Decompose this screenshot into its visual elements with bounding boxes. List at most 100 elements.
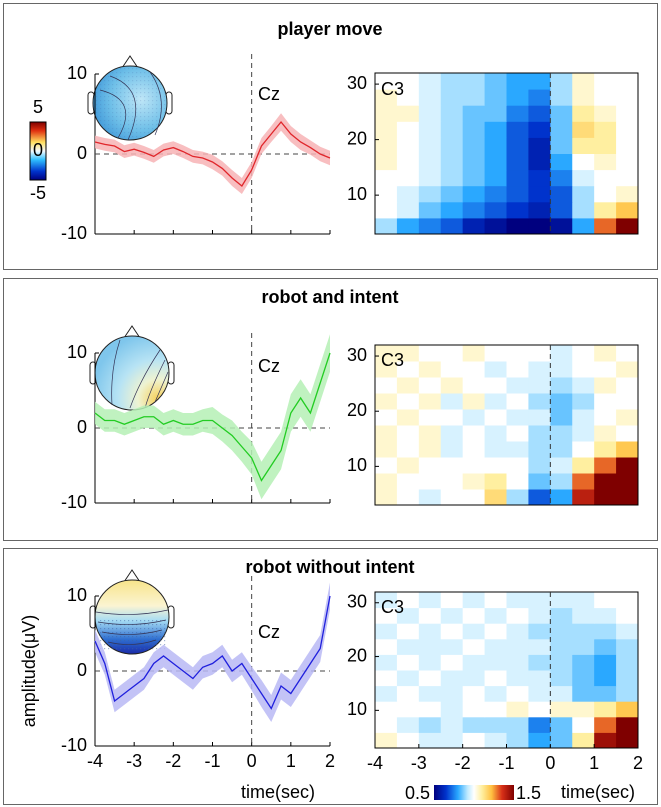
heatmap-cell: [528, 105, 551, 122]
heatmap-cell: [506, 153, 529, 171]
heatmap-cell: [572, 409, 595, 426]
heatmap-cell: [484, 732, 507, 749]
heatmap-cell: [418, 201, 442, 219]
heatmap-cell: [462, 153, 486, 171]
heatmap-cell: [440, 489, 464, 506]
heatmap-cell: [484, 441, 507, 458]
erp-line: [94, 120, 331, 187]
heatmap-cell: [616, 607, 639, 624]
topomap: [89, 325, 175, 411]
heatmap-cell: [418, 473, 442, 490]
heatmap-cell: [396, 607, 420, 624]
heatmap-cell: [550, 638, 573, 655]
heatmap-cell: [572, 217, 595, 235]
heatmap-cell: [440, 638, 464, 655]
x-tick-label: -2: [455, 753, 471, 773]
heatmap-cell: [506, 137, 529, 154]
heatmap-cell: [484, 409, 507, 426]
heatmap-cell: [484, 121, 507, 138]
heatmap-cell: [440, 73, 464, 90]
heatmap-cell: [572, 701, 595, 718]
heatmap-cell: [462, 638, 486, 655]
heatmap-cell: [572, 89, 595, 106]
heatmap-cell: [418, 105, 442, 122]
heatmap-cell: [594, 361, 617, 378]
heatmap-cell: [440, 393, 464, 410]
heatmap-cell: [440, 654, 464, 671]
plot-frame: [374, 72, 639, 235]
heatmap-cell: [484, 670, 507, 687]
y-tick-label: 20: [347, 645, 367, 665]
heatmap-cell: [528, 489, 551, 506]
y-tick-label: -10: [61, 735, 87, 755]
heatmap-cell: [396, 361, 420, 378]
heatmap-cell: [462, 716, 486, 733]
heatmap-cell: [484, 153, 507, 171]
heatmap-cell: [616, 441, 639, 458]
heatmap-cell: [484, 201, 507, 219]
heatmap-cell: [375, 409, 398, 426]
heatmap-cell: [462, 73, 486, 90]
heatmap-cell: [594, 393, 617, 410]
heatmap-cell: [440, 732, 464, 749]
heatmap-cell: [440, 377, 464, 394]
heatmap-cell: [616, 73, 639, 90]
heatmap-cell: [375, 685, 398, 702]
topomaps: [87, 55, 175, 655]
heatmap-cell: [506, 393, 529, 410]
heatmap-cell: [572, 473, 595, 490]
heatmap-cell: [594, 685, 617, 702]
heatmap-cell: [506, 489, 529, 506]
heatmap-cell: [572, 607, 595, 624]
heatmap-cell: [396, 670, 420, 687]
heatmap-cell: [572, 73, 595, 90]
heatmap-cell: [396, 489, 420, 506]
heatmap-cell: [462, 201, 486, 219]
x-tick-label: 2: [325, 751, 335, 771]
heatmap-cell: [572, 592, 595, 609]
heatmap-cell: [375, 716, 398, 733]
heatmap-cell: [550, 607, 573, 624]
heatmap-cell: [396, 473, 420, 490]
x-tick-label: 1: [286, 751, 296, 771]
heatmap-cell: [572, 153, 595, 171]
heatmap-cell: [528, 701, 551, 718]
heatmap-cell: [616, 592, 639, 609]
erp-line: [94, 595, 331, 710]
heatmap-cell: [484, 685, 507, 702]
y-tick-label: 10: [67, 63, 87, 83]
heatmap-cell: [418, 345, 442, 362]
heatmap-cell: [572, 638, 595, 655]
heatmap-cell: [528, 185, 551, 203]
heatmap-cell: [506, 623, 529, 640]
heatmap-cell: [594, 137, 617, 154]
heatmap-cell: [375, 345, 398, 362]
heatmap-cell: [594, 670, 617, 687]
heatmap-cell: [418, 169, 442, 187]
heatmap-cell: [528, 345, 551, 362]
heatmap-cell: [572, 425, 595, 442]
heatmap-cell: [462, 121, 486, 138]
heatmap-cell: [484, 217, 507, 235]
heatmap-cell: [484, 345, 507, 362]
heatmap-cell: [594, 377, 617, 394]
heatmap-cell: [396, 409, 420, 426]
heatmap-cell: [550, 393, 573, 410]
heatmap-cell: [484, 607, 507, 624]
heatmap-cell: [594, 201, 617, 219]
heatmap-cell: [418, 489, 442, 506]
heatmap-cell: [506, 217, 529, 235]
heatmap-cell: [440, 457, 464, 474]
heatmap-cell: [440, 473, 464, 490]
heatmap-cell: [616, 169, 639, 187]
heatmap-cell: [396, 345, 420, 362]
heatmap-cell: [396, 169, 420, 187]
heatmap-cell: [572, 654, 595, 671]
heatmap-cell: [418, 217, 442, 235]
channel-label: Cz: [258, 356, 280, 376]
y-tick-label: 30: [347, 73, 367, 93]
heatmap-cell: [572, 121, 595, 138]
heatmap-cell: [594, 153, 617, 171]
heatmap-cell: [616, 361, 639, 378]
heatmap-cell: [396, 121, 420, 138]
